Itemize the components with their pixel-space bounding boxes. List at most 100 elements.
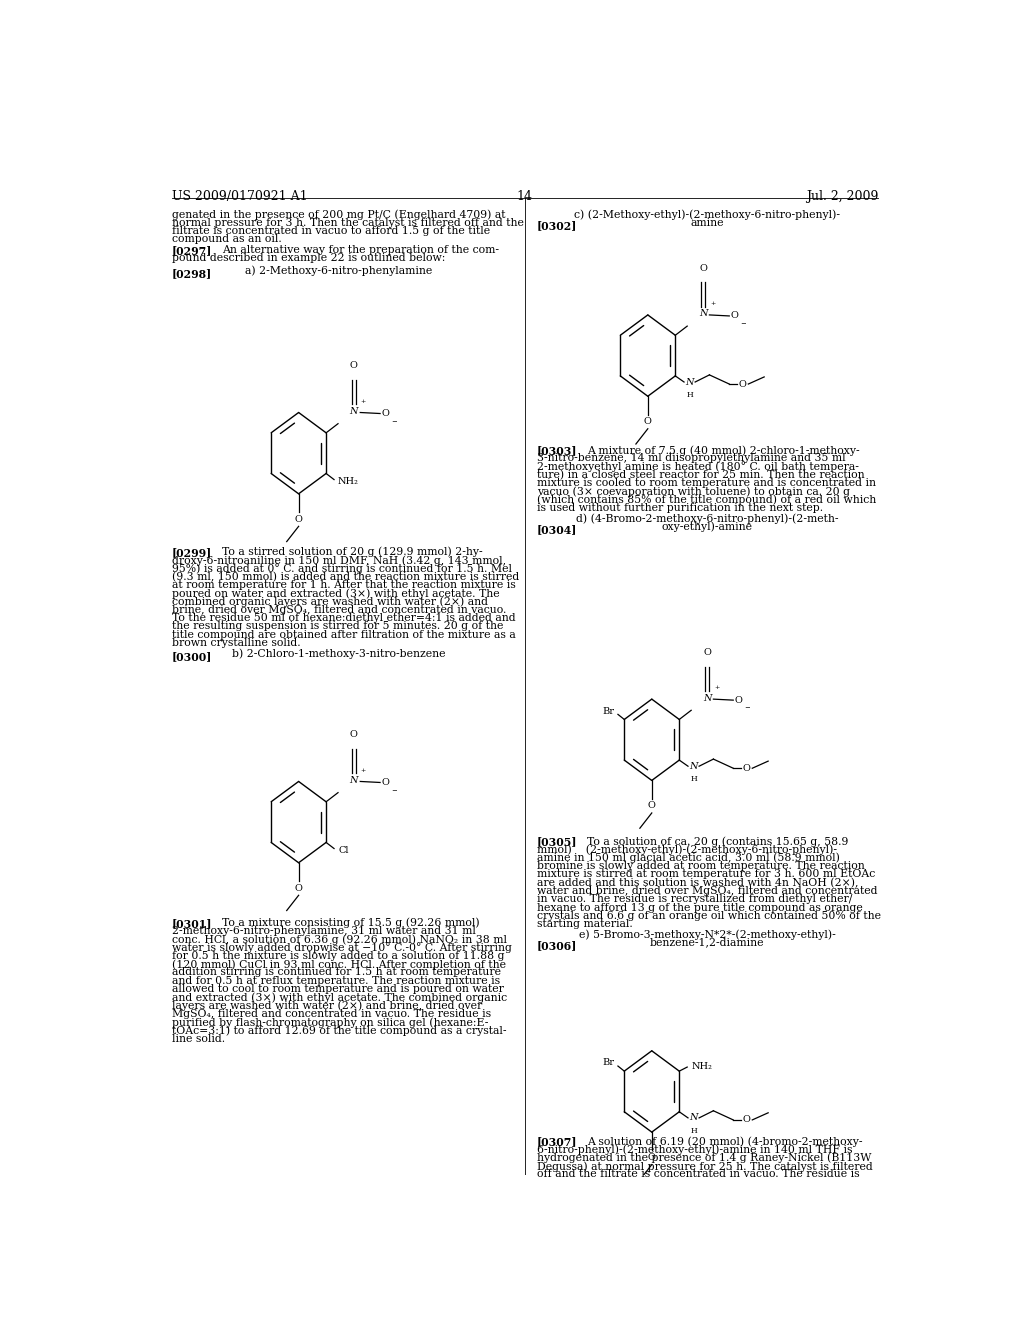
Text: conc. HCl, a solution of 6.36 g (92.26 mmol) NaNO₂ in 38 ml: conc. HCl, a solution of 6.36 g (92.26 m…	[172, 935, 507, 945]
Text: title compound are obtained after filtration of the mixture as a: title compound are obtained after filtra…	[172, 630, 515, 640]
Text: 2-methoxyethyl amine is heated (180° C. oil bath tempera-: 2-methoxyethyl amine is heated (180° C. …	[537, 462, 858, 473]
Text: starting material.: starting material.	[537, 919, 633, 929]
Text: hydrogenated in the presence of 1.4 g Raney-Nickel (B113W: hydrogenated in the presence of 1.4 g Ra…	[537, 1152, 871, 1163]
Text: H: H	[690, 775, 697, 784]
Text: N: N	[689, 762, 697, 771]
Text: genated in the presence of 200 mg Pt/C (Engelhard 4709) at: genated in the presence of 200 mg Pt/C (…	[172, 210, 505, 220]
Text: line solid.: line solid.	[172, 1034, 225, 1044]
Text: US 2009/0170921 A1: US 2009/0170921 A1	[172, 190, 307, 203]
Text: O: O	[735, 696, 742, 705]
Text: O: O	[295, 515, 302, 524]
Text: mmol)    (2-methoxy-ethyl)-(2-methoxy-6-nitro-phenyl)-: mmol) (2-methoxy-ethyl)-(2-methoxy-6-nit…	[537, 845, 837, 855]
Text: Cl: Cl	[338, 846, 348, 855]
Text: −: −	[391, 417, 396, 425]
Text: amine: amine	[690, 218, 724, 227]
Text: O: O	[350, 730, 357, 739]
Text: droxy-6-nitroaniline in 150 ml DMF, NaH (3.42 g, 143 mmol,: droxy-6-nitroaniline in 150 ml DMF, NaH …	[172, 554, 506, 565]
Text: [0301]: [0301]	[172, 917, 212, 929]
Text: A mixture of 7.5 g (40 mmol) 2-chloro-1-methoxy-: A mixture of 7.5 g (40 mmol) 2-chloro-1-…	[587, 445, 859, 455]
Text: O: O	[295, 883, 302, 892]
Text: To a mixture consisting of 15.5 g (92.26 mmol): To a mixture consisting of 15.5 g (92.26…	[221, 917, 479, 928]
Text: allowed to cool to room temperature and is poured on water: allowed to cool to room temperature and …	[172, 983, 504, 994]
Text: addition stirring is continued for 1.5 h at room temperature: addition stirring is continued for 1.5 h…	[172, 968, 501, 977]
Text: O: O	[648, 1154, 655, 1162]
Text: +: +	[710, 301, 715, 306]
Text: O: O	[350, 362, 357, 370]
Text: N: N	[698, 309, 708, 318]
Text: mixture is cooled to room temperature and is concentrated in: mixture is cooled to room temperature an…	[537, 478, 876, 488]
Text: [0305]: [0305]	[537, 837, 578, 847]
Text: O: O	[731, 312, 738, 321]
Text: poured on water and extracted (3×) with ethyl acetate. The: poured on water and extracted (3×) with …	[172, 589, 500, 599]
Text: oxy-ethyl)-amine: oxy-ethyl)-amine	[662, 521, 753, 532]
Text: [0298]: [0298]	[172, 268, 212, 279]
Text: O: O	[644, 417, 651, 426]
Text: 3-nitro-benzene, 14 ml diisopropylethylamine and 35 ml: 3-nitro-benzene, 14 ml diisopropylethyla…	[537, 453, 846, 463]
Text: mixture is stirred at room temperature for 3 h. 600 ml EtOAc: mixture is stirred at room temperature f…	[537, 870, 874, 879]
Text: O: O	[739, 380, 746, 388]
Text: N: N	[702, 693, 712, 702]
Text: An alternative way for the preparation of the com-: An alternative way for the preparation o…	[221, 244, 499, 255]
Text: purified by flash-chromatography on silica gel (hexane:E-: purified by flash-chromatography on sili…	[172, 1018, 488, 1028]
Text: are added and this solution is washed with 4n NaOH (2×),: are added and this solution is washed wi…	[537, 878, 858, 888]
Text: and for 0.5 h at reflux temperature. The reaction mixture is: and for 0.5 h at reflux temperature. The…	[172, 975, 500, 986]
Text: b) 2-Chloro-1-methoxy-3-nitro-benzene: b) 2-Chloro-1-methoxy-3-nitro-benzene	[231, 648, 445, 659]
Text: (which contains 85% of the title compound) of a red oil which: (which contains 85% of the title compoun…	[537, 495, 876, 506]
Text: −: −	[743, 705, 750, 713]
Text: O: O	[699, 264, 707, 273]
Text: [0307]: [0307]	[537, 1137, 578, 1147]
Text: for 0.5 h the mixture is slowly added to a solution of 11.88 g: for 0.5 h the mixture is slowly added to…	[172, 950, 504, 961]
Text: 2-methoxy-6-nitro-phenylamine, 31 ml water and 31 ml: 2-methoxy-6-nitro-phenylamine, 31 ml wat…	[172, 925, 475, 936]
Text: Br: Br	[602, 1059, 614, 1068]
Text: compound as an oil.: compound as an oil.	[172, 234, 282, 244]
Text: vacuo (3× coevaporation with toluene) to obtain ca. 20 g: vacuo (3× coevaporation with toluene) to…	[537, 487, 850, 498]
Text: NH₂: NH₂	[338, 477, 358, 486]
Text: (120 mmol) CuCl in 93 ml conc. HCl. After completion of the: (120 mmol) CuCl in 93 ml conc. HCl. Afte…	[172, 960, 506, 970]
Text: Jul. 2, 2009: Jul. 2, 2009	[806, 190, 878, 203]
Text: water is slowly added dropwise at −10° C.-0° C. After stirring: water is slowly added dropwise at −10° C…	[172, 942, 512, 953]
Text: −: −	[391, 787, 396, 795]
Text: combined organic layers are washed with water (2×) and: combined organic layers are washed with …	[172, 597, 487, 607]
Text: brine, dried over MgSO₄, filtered and concentrated in vacuo.: brine, dried over MgSO₄, filtered and co…	[172, 605, 506, 615]
Text: H: H	[690, 1127, 697, 1135]
Text: [0306]: [0306]	[537, 940, 578, 950]
Text: in vacuo. The residue is recrystallized from diethyl ether/: in vacuo. The residue is recrystallized …	[537, 895, 852, 904]
Text: +: +	[714, 685, 719, 690]
Text: the resulting suspension is stirred for 5 minutes. 20 g of the: the resulting suspension is stirred for …	[172, 622, 503, 631]
Text: To a stirred solution of 20 g (129.9 mmol) 2-hy-: To a stirred solution of 20 g (129.9 mmo…	[221, 546, 482, 557]
Text: [0299]: [0299]	[172, 546, 212, 557]
Text: O: O	[742, 1115, 751, 1125]
Text: +: +	[360, 768, 366, 772]
Text: N: N	[689, 1113, 697, 1122]
Text: Br: Br	[602, 706, 614, 715]
Text: e) 5-Bromo-3-methoxy-N*2*-(2-methoxy-ethyl)-: e) 5-Bromo-3-methoxy-N*2*-(2-methoxy-eth…	[579, 929, 836, 940]
Text: NH₂: NH₂	[691, 1061, 712, 1071]
Text: off and the filtrate is concentrated in vacuo. The residue is: off and the filtrate is concentrated in …	[537, 1170, 859, 1179]
Text: benzene-1,2-diamine: benzene-1,2-diamine	[650, 937, 765, 948]
Text: O: O	[382, 777, 389, 787]
Text: water and brine, dried over MgSO₄, filtered and concentrated: water and brine, dried over MgSO₄, filte…	[537, 886, 878, 896]
Text: 6-nitro-phenyl)-(2-methoxy-ethyl)-amine in 140 ml THF is: 6-nitro-phenyl)-(2-methoxy-ethyl)-amine …	[537, 1144, 852, 1155]
Text: [0304]: [0304]	[537, 524, 578, 535]
Text: a) 2-Methoxy-6-nitro-phenylamine: a) 2-Methoxy-6-nitro-phenylamine	[245, 265, 432, 276]
Text: +: +	[360, 399, 366, 404]
Text: [0302]: [0302]	[537, 220, 578, 231]
Text: N: N	[349, 407, 358, 416]
Text: c) (2-Methoxy-ethyl)-(2-methoxy-6-nitro-phenyl)-: c) (2-Methoxy-ethyl)-(2-methoxy-6-nitro-…	[574, 210, 841, 220]
Text: at room temperature for 1 h. After that the reaction mixture is: at room temperature for 1 h. After that …	[172, 579, 515, 590]
Text: [0297]: [0297]	[172, 244, 212, 256]
Text: 14: 14	[517, 190, 532, 203]
Text: is used without further purification in the next step.: is used without further purification in …	[537, 503, 823, 513]
Text: and extracted (3×) with ethyl acetate. The combined organic: and extracted (3×) with ethyl acetate. T…	[172, 993, 507, 1003]
Text: To a solution of ca. 20 g (contains 15.65 g, 58.9: To a solution of ca. 20 g (contains 15.6…	[587, 837, 848, 847]
Text: N: N	[349, 776, 358, 785]
Text: N: N	[685, 378, 694, 387]
Text: brown crystalline solid.: brown crystalline solid.	[172, 638, 300, 648]
Text: H: H	[686, 391, 693, 399]
Text: O: O	[648, 801, 655, 810]
Text: crystals and 6.6 g of an orange oil which contained 50% of the: crystals and 6.6 g of an orange oil whic…	[537, 911, 881, 921]
Text: (9.3 ml, 150 mmol) is added and the reaction mixture is stirred: (9.3 ml, 150 mmol) is added and the reac…	[172, 572, 519, 582]
Text: MgSO₄, filtered and concentrated in vacuo. The residue is: MgSO₄, filtered and concentrated in vacu…	[172, 1008, 490, 1019]
Text: O: O	[742, 764, 751, 772]
Text: pound described in example 22 is outlined below:: pound described in example 22 is outline…	[172, 253, 445, 263]
